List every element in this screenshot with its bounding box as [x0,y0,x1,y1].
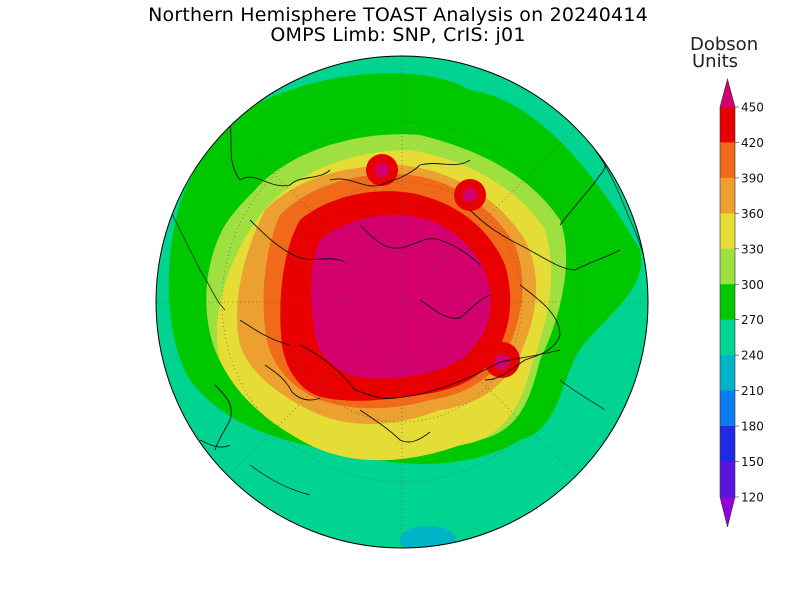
colorbar-tick-label: 270 [741,313,764,327]
colorbar-tick-label: 330 [741,242,764,256]
units-label-bottom: Units [692,51,739,72]
hotspot-magenta-2 [463,188,477,202]
colorbar-tick-label: 360 [741,207,764,221]
colorbar-band [720,390,735,427]
colorbar-tick-label: 210 [741,384,764,398]
hotspot-magenta-1 [375,163,389,177]
units-label-top: Dobson [690,34,759,55]
colorbar-arrow-bottom [720,496,735,527]
colorbar-tick-label: 150 [741,455,764,469]
colorbar-band [720,177,735,214]
colorbar-tick-label: 240 [741,349,764,363]
graticule [156,56,648,548]
map-title: Northern Hemisphere TOAST Analysis on 20… [148,4,648,26]
colorbar-band [720,355,735,392]
colorbar-tick-label: 450 [741,101,764,115]
map-subtitle: OMPS Limb: SNP, CrIS: j01 [270,24,526,46]
colorbar-band [720,142,735,179]
colorbar-band [720,107,735,143]
colorbar-tick-label: 420 [741,136,764,150]
colorbar-band [720,461,735,498]
colorbar-band [720,319,735,356]
colorbar-tick-label: 180 [741,420,764,434]
colorbar-tick-label: 300 [741,278,764,292]
colorbar-tick-label: 390 [741,171,764,185]
colorbar-band [720,248,735,285]
colorbar: 450 420 390 360 330 300 270 240 210 180 150 120 [719,77,764,528]
ozone-field [156,56,648,548]
colorbar-arrow-top [720,79,735,107]
colorbar-band [720,284,735,321]
map-boundary [155,55,649,549]
colorbar-band [720,213,735,250]
band-210-240 [400,526,456,548]
colorbar-band [720,426,735,462]
band-above-450 [311,215,491,379]
colorbar-tick-label: 120 [741,490,764,504]
